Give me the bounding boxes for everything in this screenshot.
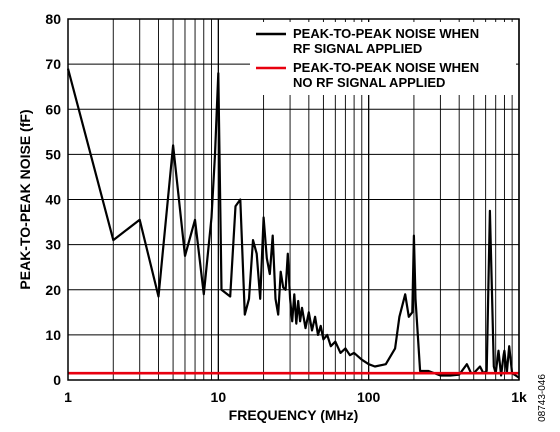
y-tick-label: 80 (45, 11, 61, 27)
series-rf-applied-line (66, 68, 520, 379)
y-tick-label: 60 (45, 101, 61, 117)
y-tick-label: 10 (45, 327, 61, 343)
x-tick-label: 100 (357, 389, 381, 405)
legend-label: RF SIGNAL APPLIED (293, 41, 422, 56)
legend-label: NO RF SIGNAL APPLIED (293, 75, 445, 90)
tick-labels: 1 10 100 1k 0 10 20 30 40 50 60 70 80 (45, 11, 527, 405)
y-tick-label: 40 (45, 192, 61, 208)
x-axis-title: FREQUENCY (MHz) (229, 407, 359, 423)
legend-label: PEAK-TO-PEAK NOISE WHEN (293, 26, 479, 41)
legend-label: PEAK-TO-PEAK NOISE WHEN (293, 60, 479, 75)
x-tick-label: 1 (64, 389, 72, 405)
plot-frame (67, 18, 520, 381)
y-tick-label: 70 (45, 56, 61, 72)
y-tick-label: 50 (45, 146, 61, 162)
x-tick-label: 1k (511, 389, 527, 405)
y-tick-label: 0 (53, 372, 61, 388)
figure-id: 08743-046 (537, 374, 548, 422)
y-tick-label: 30 (45, 237, 61, 253)
x-tick-label: 10 (211, 389, 227, 405)
y-axis-title: PEAK-TO-PEAK NOISE (fF) (17, 109, 33, 289)
legend-background (250, 22, 516, 95)
y-tick-label: 20 (45, 282, 61, 298)
series-layer (66, 68, 520, 379)
